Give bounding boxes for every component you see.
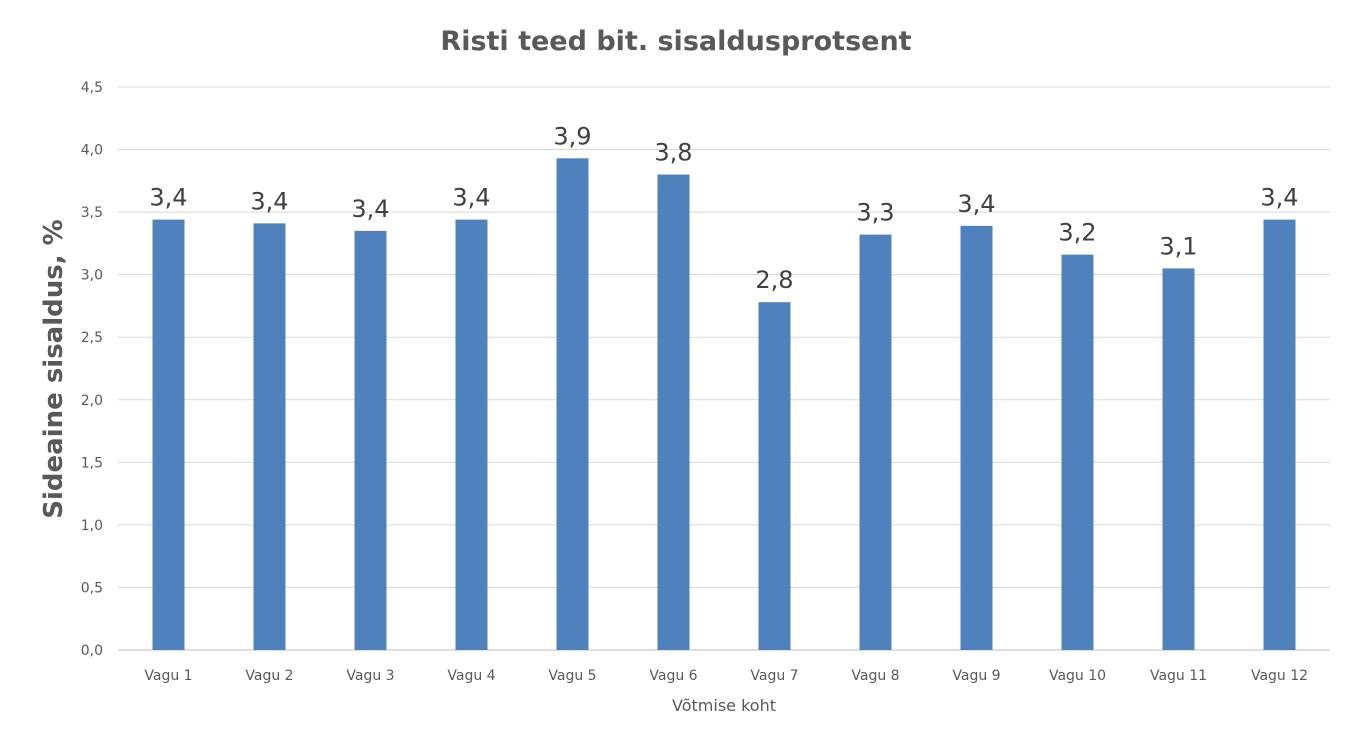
- x-tick-label: Vagu 9: [952, 668, 1000, 684]
- data-label: 2,8: [755, 266, 793, 294]
- x-tick-label: Vagu 3: [346, 668, 394, 684]
- x-tick-label: Vagu 4: [447, 668, 495, 684]
- y-tick-label: 1,5: [81, 455, 103, 471]
- data-label: 3,4: [452, 184, 490, 212]
- x-tick-label: Vagu 12: [1251, 668, 1308, 684]
- y-axis-ticks: 0,0 0,5 1,0 1,5 2,0 2,5 3,0 3,5 4,0 4,5: [81, 80, 103, 659]
- y-tick-label: 1,0: [81, 518, 103, 534]
- x-axis-label: Võtmise koht: [672, 696, 776, 715]
- y-axis-label: Sideaine sisaldus, %: [39, 219, 69, 518]
- bars: [152, 158, 1296, 651]
- y-tick-label: 3,0: [81, 268, 103, 284]
- x-tick-label: Vagu 7: [750, 668, 798, 684]
- data-label: 3,8: [654, 139, 692, 167]
- x-tick-label: Vagu 8: [851, 668, 899, 684]
- bar: [758, 302, 791, 650]
- y-tick-label: 2,5: [81, 330, 103, 346]
- bar: [253, 223, 286, 651]
- y-tick-label: 3,5: [81, 205, 103, 221]
- data-label: 3,3: [856, 199, 894, 227]
- y-tick-label: 4,5: [81, 80, 103, 96]
- x-tick-label: Vagu 6: [649, 668, 697, 684]
- x-tick-label: Vagu 5: [548, 668, 596, 684]
- x-tick-label: Vagu 10: [1049, 668, 1106, 684]
- data-label: 3,4: [351, 195, 389, 223]
- bar: [1263, 219, 1296, 650]
- data-label: 3,4: [957, 190, 995, 218]
- bar: [455, 219, 488, 650]
- bar: [1061, 254, 1094, 650]
- bar: [556, 158, 589, 650]
- data-label: 3,9: [553, 122, 591, 150]
- data-label: 3,4: [1260, 184, 1298, 212]
- x-tick-label: Vagu 11: [1150, 668, 1207, 684]
- gridlines: [118, 86, 1330, 651]
- data-labels: 3,4 3,4 3,4 3,4 3,9 3,8 2,8 3,3 3,4 3,2 3,1 3,4: [149, 122, 1298, 294]
- x-tick-label: Vagu 1: [144, 668, 192, 684]
- data-label: 3,1: [1159, 232, 1197, 260]
- y-tick-label: 0,5: [81, 580, 103, 596]
- bar: [152, 219, 185, 650]
- bar: [1162, 268, 1195, 650]
- y-tick-label: 4,0: [81, 143, 103, 159]
- bar: [657, 174, 690, 651]
- y-tick-label: 2,0: [81, 393, 103, 409]
- data-label: 3,2: [1058, 219, 1096, 247]
- y-tick-label: 0,0: [81, 643, 103, 659]
- data-label: 3,4: [250, 187, 288, 215]
- bar: [354, 230, 387, 650]
- data-label: 3,4: [149, 184, 187, 212]
- x-axis-ticks: Vagu 1 Vagu 2 Vagu 3 Vagu 4 Vagu 5 Vagu 6 Vagu…: [144, 668, 1308, 684]
- bar: [859, 234, 892, 650]
- bar: [960, 225, 993, 650]
- chart-title: Risti teed bit. sisaldusprotsent: [440, 26, 911, 57]
- x-tick-label: Vagu 2: [245, 668, 293, 684]
